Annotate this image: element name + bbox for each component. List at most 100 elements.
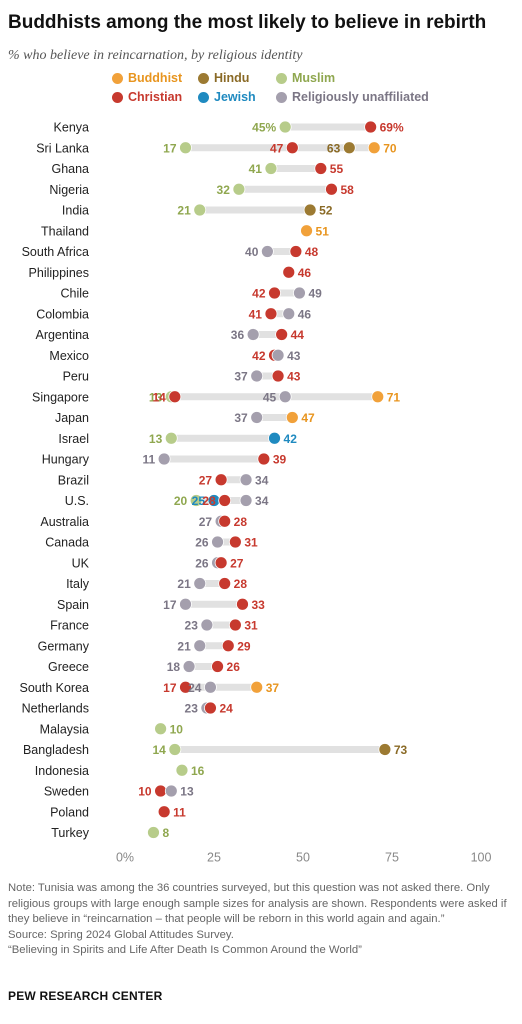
x-tick-label: 0%: [116, 850, 134, 864]
muslim-dot: [168, 743, 182, 756]
hindu-dot: [303, 203, 317, 217]
country-label: Turkey: [51, 826, 89, 840]
country-label: Thailand: [41, 224, 89, 238]
country-label: Sri Lanka: [36, 141, 89, 155]
hindu-value-label: 63: [327, 141, 341, 155]
christian-value-label: 31: [244, 619, 258, 633]
christian-value-label: 42: [252, 287, 266, 301]
country-label: UK: [72, 556, 90, 570]
country-label: Japan: [55, 411, 89, 425]
country-label: France: [50, 619, 89, 633]
christian-dot: [218, 494, 232, 507]
muslim-dot: [232, 182, 246, 196]
muslim-dot: [175, 763, 189, 777]
muslim-value-label: 14: [152, 743, 166, 757]
x-tick-label: 50: [296, 850, 310, 864]
country-label: Spain: [57, 598, 89, 612]
unaffiliated-dot: [193, 639, 207, 653]
unaffiliated-value-label: 26: [195, 536, 209, 550]
country-label: Greece: [48, 660, 89, 674]
muslim-value-label: 10: [170, 722, 184, 736]
muslim-dot: [264, 162, 278, 175]
christian-dot: [264, 307, 278, 321]
christian-value-label: 69%: [380, 121, 404, 135]
buddhist-dot: [367, 141, 381, 155]
christian-value-label: 44: [291, 328, 305, 342]
legend-unaffiliated: Religiously unaffiliated: [276, 90, 429, 104]
hindu-dot: [378, 743, 392, 756]
christian-value-label: 39: [273, 453, 287, 467]
unaffiliated-value-label: 26: [195, 556, 209, 570]
unaffiliated-value-label: 23: [185, 619, 199, 633]
country-label: Brazil: [58, 473, 89, 487]
christian-value-label: 14: [152, 390, 166, 404]
country-label: Netherlands: [22, 702, 89, 716]
christian-dot: [325, 182, 338, 196]
christian-dot: [168, 390, 182, 404]
unaffiliated-value-label: 45: [263, 390, 277, 404]
unaffiliated-value-label: 46: [298, 307, 312, 321]
country-label: Colombia: [36, 307, 89, 321]
christian-value-label: 24: [219, 702, 233, 716]
unaffiliated-dot: [250, 369, 264, 383]
christian-value-label: 41: [249, 307, 263, 321]
christian-value-label: 31: [244, 536, 258, 550]
unaffiliated-value-label: 37: [234, 411, 248, 425]
unaffiliated-dot: [260, 245, 274, 258]
christian-value-label: 27: [230, 556, 244, 570]
christian-dot: [214, 473, 228, 487]
unaffiliated-value-label: 27: [199, 515, 213, 529]
country-label: Argentina: [35, 328, 89, 342]
muslim-dot: [164, 431, 178, 445]
country-label: Germany: [38, 639, 90, 653]
legend-christian-dot: [112, 91, 123, 103]
legend-muslim-dot: [276, 72, 287, 84]
x-tick-label: 100: [471, 850, 492, 864]
muslim-dot: [193, 203, 207, 217]
unaffiliated-dot: [211, 535, 224, 549]
christian-dot: [289, 245, 303, 258]
country-label: Chile: [61, 287, 90, 301]
christian-dot: [314, 162, 328, 175]
buddhist-value-label: 47: [301, 411, 315, 425]
unaffiliated-dot: [271, 348, 285, 362]
report-title: “Believing in Spirits and Life After Dea…: [8, 944, 362, 956]
unaffiliated-dot: [164, 784, 178, 798]
country-label: Poland: [50, 805, 89, 819]
christian-dot: [282, 265, 296, 279]
country-label: Malaysia: [40, 722, 89, 736]
unaffiliated-dot: [204, 680, 217, 694]
unaffiliated-dot: [200, 618, 214, 632]
muslim-dot: [147, 826, 160, 839]
christian-value-label: 48: [305, 245, 319, 259]
unaffiliated-value-label: 34: [255, 473, 269, 487]
christian-dot: [204, 701, 217, 715]
buddhist-dot: [371, 390, 385, 404]
legend-muslim: Muslim: [276, 71, 335, 85]
unaffiliated-value-label: 43: [287, 349, 301, 363]
buddhist-value-label: 51: [316, 224, 330, 238]
jewish-value-label: 25: [192, 494, 206, 508]
christian-dot: [218, 577, 232, 590]
muslim-value-label: 17: [163, 141, 177, 155]
unaffiliated-value-label: 17: [163, 598, 177, 612]
legend-hindu: Hindu: [198, 71, 249, 85]
unaffiliated-dot: [278, 390, 292, 404]
christian-value-label: 28: [234, 577, 248, 591]
legend-unaffiliated-dot: [276, 91, 287, 103]
christian-value-label: 28: [234, 515, 248, 529]
christian-dot: [211, 660, 224, 673]
country-label: U.S.: [65, 494, 89, 508]
legend-jewish-label: Jewish: [214, 90, 256, 104]
unaffiliated-dot: [239, 473, 253, 487]
unaffiliated-dot: [250, 411, 264, 424]
unaffiliated-value-label: 37: [234, 370, 248, 384]
unaffiliated-value-label: 49: [308, 287, 322, 301]
unaffiliated-value-label: 34: [255, 494, 269, 508]
legend-muslim-label: Muslim: [292, 71, 336, 85]
unaffiliated-dot: [179, 597, 192, 611]
muslim-dot: [278, 120, 292, 134]
christian-dot: [268, 286, 281, 300]
chart-subtitle: % who believe in reincarnation, by relig…: [8, 48, 303, 63]
pew-research-center-logo: PEW RESEARCH CENTER: [8, 989, 163, 1003]
